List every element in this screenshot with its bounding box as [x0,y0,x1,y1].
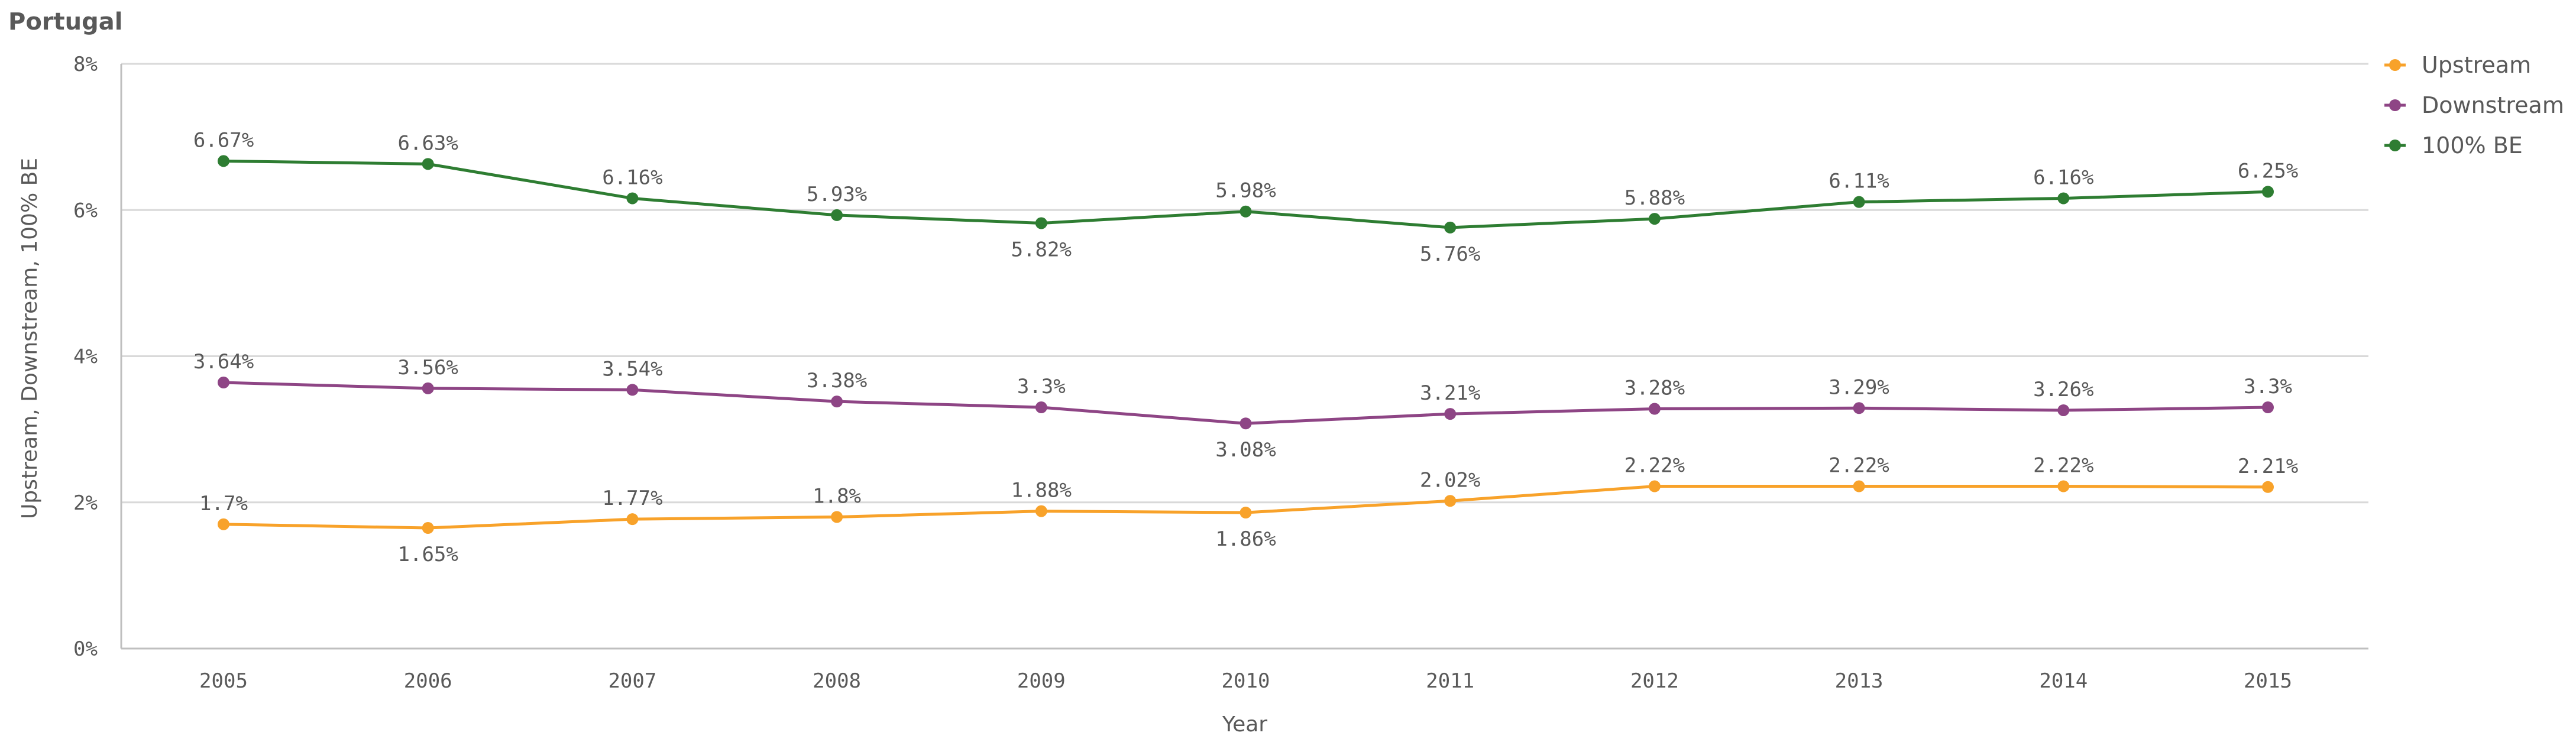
data-label-100-be: 6.67% [193,128,254,152]
y-tick-label: 0% [73,637,98,661]
series-line-downstream [223,381,2268,425]
data-point-100-be[interactable] [218,155,229,167]
legend-marker-100-be[interactable] [2389,140,2401,151]
data-label-100-be: 6.63% [398,131,458,155]
data-label-upstream: 1.88% [1011,479,1072,503]
data-point-upstream[interactable] [831,511,843,523]
legend-marker-upstream[interactable] [2389,59,2401,71]
data-label-100-be: 5.76% [1420,242,1480,266]
x-tick-label: 2010 [1222,669,1270,693]
data-label-downstream: 3.54% [602,357,662,381]
data-label-100-be: 5.98% [1215,179,1276,203]
data-point-downstream[interactable] [2262,401,2274,414]
legend-label-100-be[interactable]: 100% BE [2422,132,2523,158]
data-label-upstream: 1.8% [813,484,861,508]
data-point-downstream[interactable] [218,377,229,389]
data-label-100-be: 5.88% [1624,186,1685,210]
data-label-upstream: 2.22% [1829,454,1889,478]
data-point-100-be[interactable] [1444,221,1457,234]
data-label-downstream: 3.3% [2244,375,2292,398]
data-point-downstream[interactable] [831,396,843,408]
data-label-100-be: 5.93% [807,183,867,206]
data-point-upstream[interactable] [1648,480,1661,492]
data-point-100-be[interactable] [626,192,639,205]
x-tick-label: 2013 [1835,669,1884,693]
data-label-downstream: 3.64% [193,350,254,374]
x-tick-label: 2014 [2039,669,2088,693]
data-label-downstream: 3.56% [398,356,458,380]
data-label-upstream: 2.22% [1624,454,1685,478]
y-tick-label: 4% [73,345,98,369]
legend-label-upstream[interactable]: Upstream [2422,52,2531,78]
data-point-upstream[interactable] [422,522,434,534]
data-point-downstream[interactable] [422,382,434,394]
x-tick-label: 2012 [1630,669,1679,693]
data-label-100-be: 6.16% [2033,166,2093,189]
y-tick-label: 6% [73,199,98,222]
legend-label-downstream[interactable]: Downstream [2422,92,2564,118]
data-point-downstream[interactable] [1648,403,1661,415]
data-point-100-be[interactable] [1240,205,1252,218]
data-point-upstream[interactable] [626,513,639,526]
data-label-upstream: 2.22% [2033,454,2093,478]
data-label-100-be: 6.11% [1829,170,1889,193]
data-label-upstream: 2.21% [2238,455,2298,478]
data-point-100-be[interactable] [422,158,434,170]
data-label-downstream: 3.26% [2033,378,2093,401]
data-point-100-be[interactable] [1853,196,1865,208]
chart-title: Portugal [8,8,123,35]
data-label-100-be: 6.25% [2238,159,2298,183]
data-label-downstream: 3.08% [1215,438,1276,462]
data-point-upstream[interactable] [2057,480,2070,492]
data-point-100-be[interactable] [2262,186,2274,198]
y-tick-label: 2% [73,491,98,515]
data-point-upstream[interactable] [218,518,229,530]
data-label-downstream: 3.21% [1420,381,1480,405]
x-tick-label: 2011 [1426,669,1474,693]
data-point-downstream[interactable] [626,384,639,396]
x-tick-label: 2015 [2244,669,2292,693]
data-point-100-be[interactable] [1648,213,1661,225]
data-point-upstream[interactable] [1853,480,1865,492]
data-point-upstream[interactable] [2262,481,2274,493]
x-axis-title: Year [1222,712,1267,737]
data-label-downstream: 3.28% [1624,377,1685,400]
data-point-100-be[interactable] [831,209,843,221]
data-label-upstream: 1.86% [1215,527,1276,551]
data-point-downstream[interactable] [2057,404,2070,416]
x-tick-label: 2007 [608,669,656,693]
data-label-100-be: 6.16% [602,166,662,189]
data-point-downstream[interactable] [1240,417,1252,430]
data-label-downstream: 3.3% [1017,375,1066,398]
data-label-100-be: 5.82% [1011,238,1072,262]
x-tick-label: 2009 [1017,669,1066,693]
data-point-100-be[interactable] [1035,217,1047,229]
data-point-upstream[interactable] [1444,495,1457,507]
data-label-downstream: 3.38% [807,369,867,393]
data-label-upstream: 1.7% [199,492,248,516]
data-point-upstream[interactable] [1035,505,1047,517]
data-point-downstream[interactable] [1853,402,1865,414]
x-tick-label: 2006 [404,669,452,693]
data-point-downstream[interactable] [1444,408,1457,420]
x-tick-label: 2008 [813,669,861,693]
data-label-upstream: 1.77% [602,487,662,510]
data-label-upstream: 2.02% [1420,468,1480,492]
data-point-100-be[interactable] [2057,192,2070,205]
data-label-upstream: 1.65% [398,543,458,566]
legend-marker-downstream[interactable] [2389,99,2401,111]
y-axis-title: Upstream, Downstream, 100% BE [18,158,42,519]
data-point-upstream[interactable] [1240,507,1252,519]
data-label-downstream: 3.29% [1829,375,1889,399]
x-tick-label: 2005 [199,669,248,693]
y-tick-label: 8% [73,53,98,76]
data-point-downstream[interactable] [1035,401,1047,414]
